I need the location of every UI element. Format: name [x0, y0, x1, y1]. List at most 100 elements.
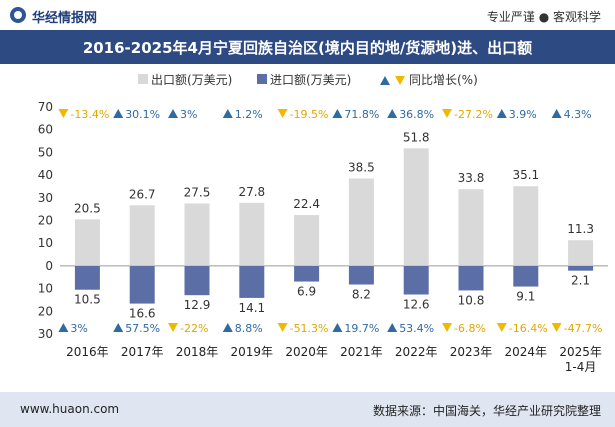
export-growth-label: 36.8% [399, 108, 434, 121]
legend-label-import: 进口额(万美元) [270, 73, 351, 87]
footer-source: 数据来源：中国海关，华经产业研究院整理 [372, 404, 601, 418]
y-tick-label: 40 [38, 168, 53, 182]
export-value-label: 20.5 [74, 201, 101, 215]
import-growth-label: -47.7% [564, 322, 603, 335]
growth-up-icon [222, 323, 233, 332]
import-value-label: 6.9 [297, 285, 316, 299]
growth-down-icon [551, 323, 562, 332]
export-value-label: 38.5 [348, 161, 375, 175]
export-growth-label: 30.1% [125, 108, 160, 121]
y-tick-label: 30 [38, 327, 53, 341]
export-growth-label: 1.2% [235, 108, 263, 121]
import-growth-label: 53.4% [399, 322, 434, 335]
export-bar [184, 203, 210, 266]
export-growth-label: 71.8% [344, 108, 379, 121]
export-value-label: 11.3 [567, 222, 594, 236]
import-value-label: 14.1 [238, 301, 265, 315]
import-bar [74, 265, 100, 290]
y-tick-label: 20 [38, 304, 53, 318]
x-category-label: 2019年 [231, 345, 274, 359]
x-category-label-line: 2023年 [450, 345, 493, 359]
export-bar [348, 178, 374, 266]
export-bar [239, 202, 265, 266]
import-growth-label: 3% [70, 322, 87, 335]
y-tick-label: 0 [45, 259, 53, 273]
import-bar [458, 265, 484, 291]
y-tick-label: 10 [38, 282, 53, 296]
export-bar [294, 215, 320, 266]
logo-icon [10, 7, 26, 23]
brand-name: 华经情报网 [32, 11, 98, 26]
import-value-label: 16.6 [129, 307, 156, 321]
import-value-label: 10.8 [458, 293, 485, 307]
growth-down-icon [58, 109, 69, 118]
growth-down-icon [168, 323, 178, 332]
import-bar [184, 265, 210, 296]
footer-bar: www.huaon.com 数据来源：中国海关，华经产业研究院整理 [0, 392, 615, 427]
x-category-label-line: 2021年 [340, 345, 383, 359]
x-category-label-line: 2016年 [66, 345, 109, 359]
x-category-label-line: 2024年 [505, 345, 548, 359]
x-category-label-line: 2019年 [231, 345, 274, 359]
x-category-label: 2017年 [121, 345, 164, 359]
import-growth-label: 19.7% [344, 322, 379, 335]
export-value-label: 22.4 [293, 197, 320, 211]
x-category-label: 2021年 [340, 345, 383, 359]
import-bar [403, 265, 429, 295]
growth-up-icon [332, 109, 343, 118]
import-value-label: 2.1 [571, 274, 590, 288]
x-category-label: 2016年 [66, 345, 109, 359]
import-value-label: 10.5 [74, 293, 101, 307]
growth-up-icon [551, 109, 562, 118]
export-value-label: 51.8 [403, 130, 430, 144]
x-category-label: 2025年 1-4月 [559, 345, 602, 374]
export-growth-label: -19.5% [290, 108, 329, 121]
x-category-label: 2024年 [505, 345, 548, 359]
y-tick-label: 20 [38, 214, 53, 228]
growth-up-icon [168, 109, 178, 118]
export-bar [513, 186, 539, 266]
y-tick-label: 50 [38, 145, 53, 159]
growth-up-icon [332, 323, 343, 332]
footer-url: www.huaon.com [20, 402, 120, 416]
chart-title: 2016-2025年4月宁夏回族自治区(境内目的地/货源地)进、出口额 [82, 39, 533, 57]
x-category-label-line: 2017年 [121, 345, 164, 359]
export-growth-label: 3.9% [509, 108, 537, 121]
growth-down-icon [496, 323, 507, 332]
chart: 出口额(万美元) 进口额(万美元) 同比增长(%) 70 60 50 40 30 20 10 0 10… [38, 73, 608, 374]
export-value-label: 33.8 [458, 171, 485, 185]
import-bar [129, 265, 155, 304]
y-tick-label: 60 [38, 123, 53, 137]
x-category-label: 2018年 [176, 345, 219, 359]
x-category-label-line: 2018年 [176, 345, 219, 359]
legend-swatch-export [138, 74, 148, 84]
import-bar [348, 265, 374, 285]
growth-up-icon [113, 109, 124, 118]
x-category-label-line: 2020年 [285, 345, 328, 359]
export-bar [458, 189, 484, 266]
export-value-label: 27.5 [184, 185, 211, 199]
legend-swatch-import [257, 74, 267, 84]
import-growth-label: -51.3% [290, 322, 329, 335]
growth-down-icon [442, 323, 452, 332]
import-bar [513, 265, 539, 287]
y-tick-label: 70 [38, 100, 53, 114]
growth-up-icon [387, 109, 398, 118]
import-bar [568, 265, 594, 271]
import-growth-label: -16.4% [509, 322, 548, 335]
tagline: 专业严谨 ● 客观科学 [486, 10, 601, 24]
x-category-label: 2020年 [285, 345, 328, 359]
legend-label-export: 出口额(万美元) [151, 73, 232, 87]
export-growth-label: 3% [180, 108, 197, 121]
import-bar [294, 265, 320, 282]
export-bar [403, 148, 429, 266]
x-category-label-line: 2025年 [559, 345, 602, 359]
export-value-label: 35.1 [512, 168, 539, 182]
export-growth-label: 4.3% [564, 108, 592, 121]
growth-down-icon [277, 323, 288, 332]
growth-up-icon [113, 323, 124, 332]
legend-up-icon [380, 76, 390, 85]
import-growth-label: -6.8% [454, 322, 486, 335]
growth-up-icon [496, 109, 507, 118]
export-value-label: 26.7 [129, 187, 156, 201]
